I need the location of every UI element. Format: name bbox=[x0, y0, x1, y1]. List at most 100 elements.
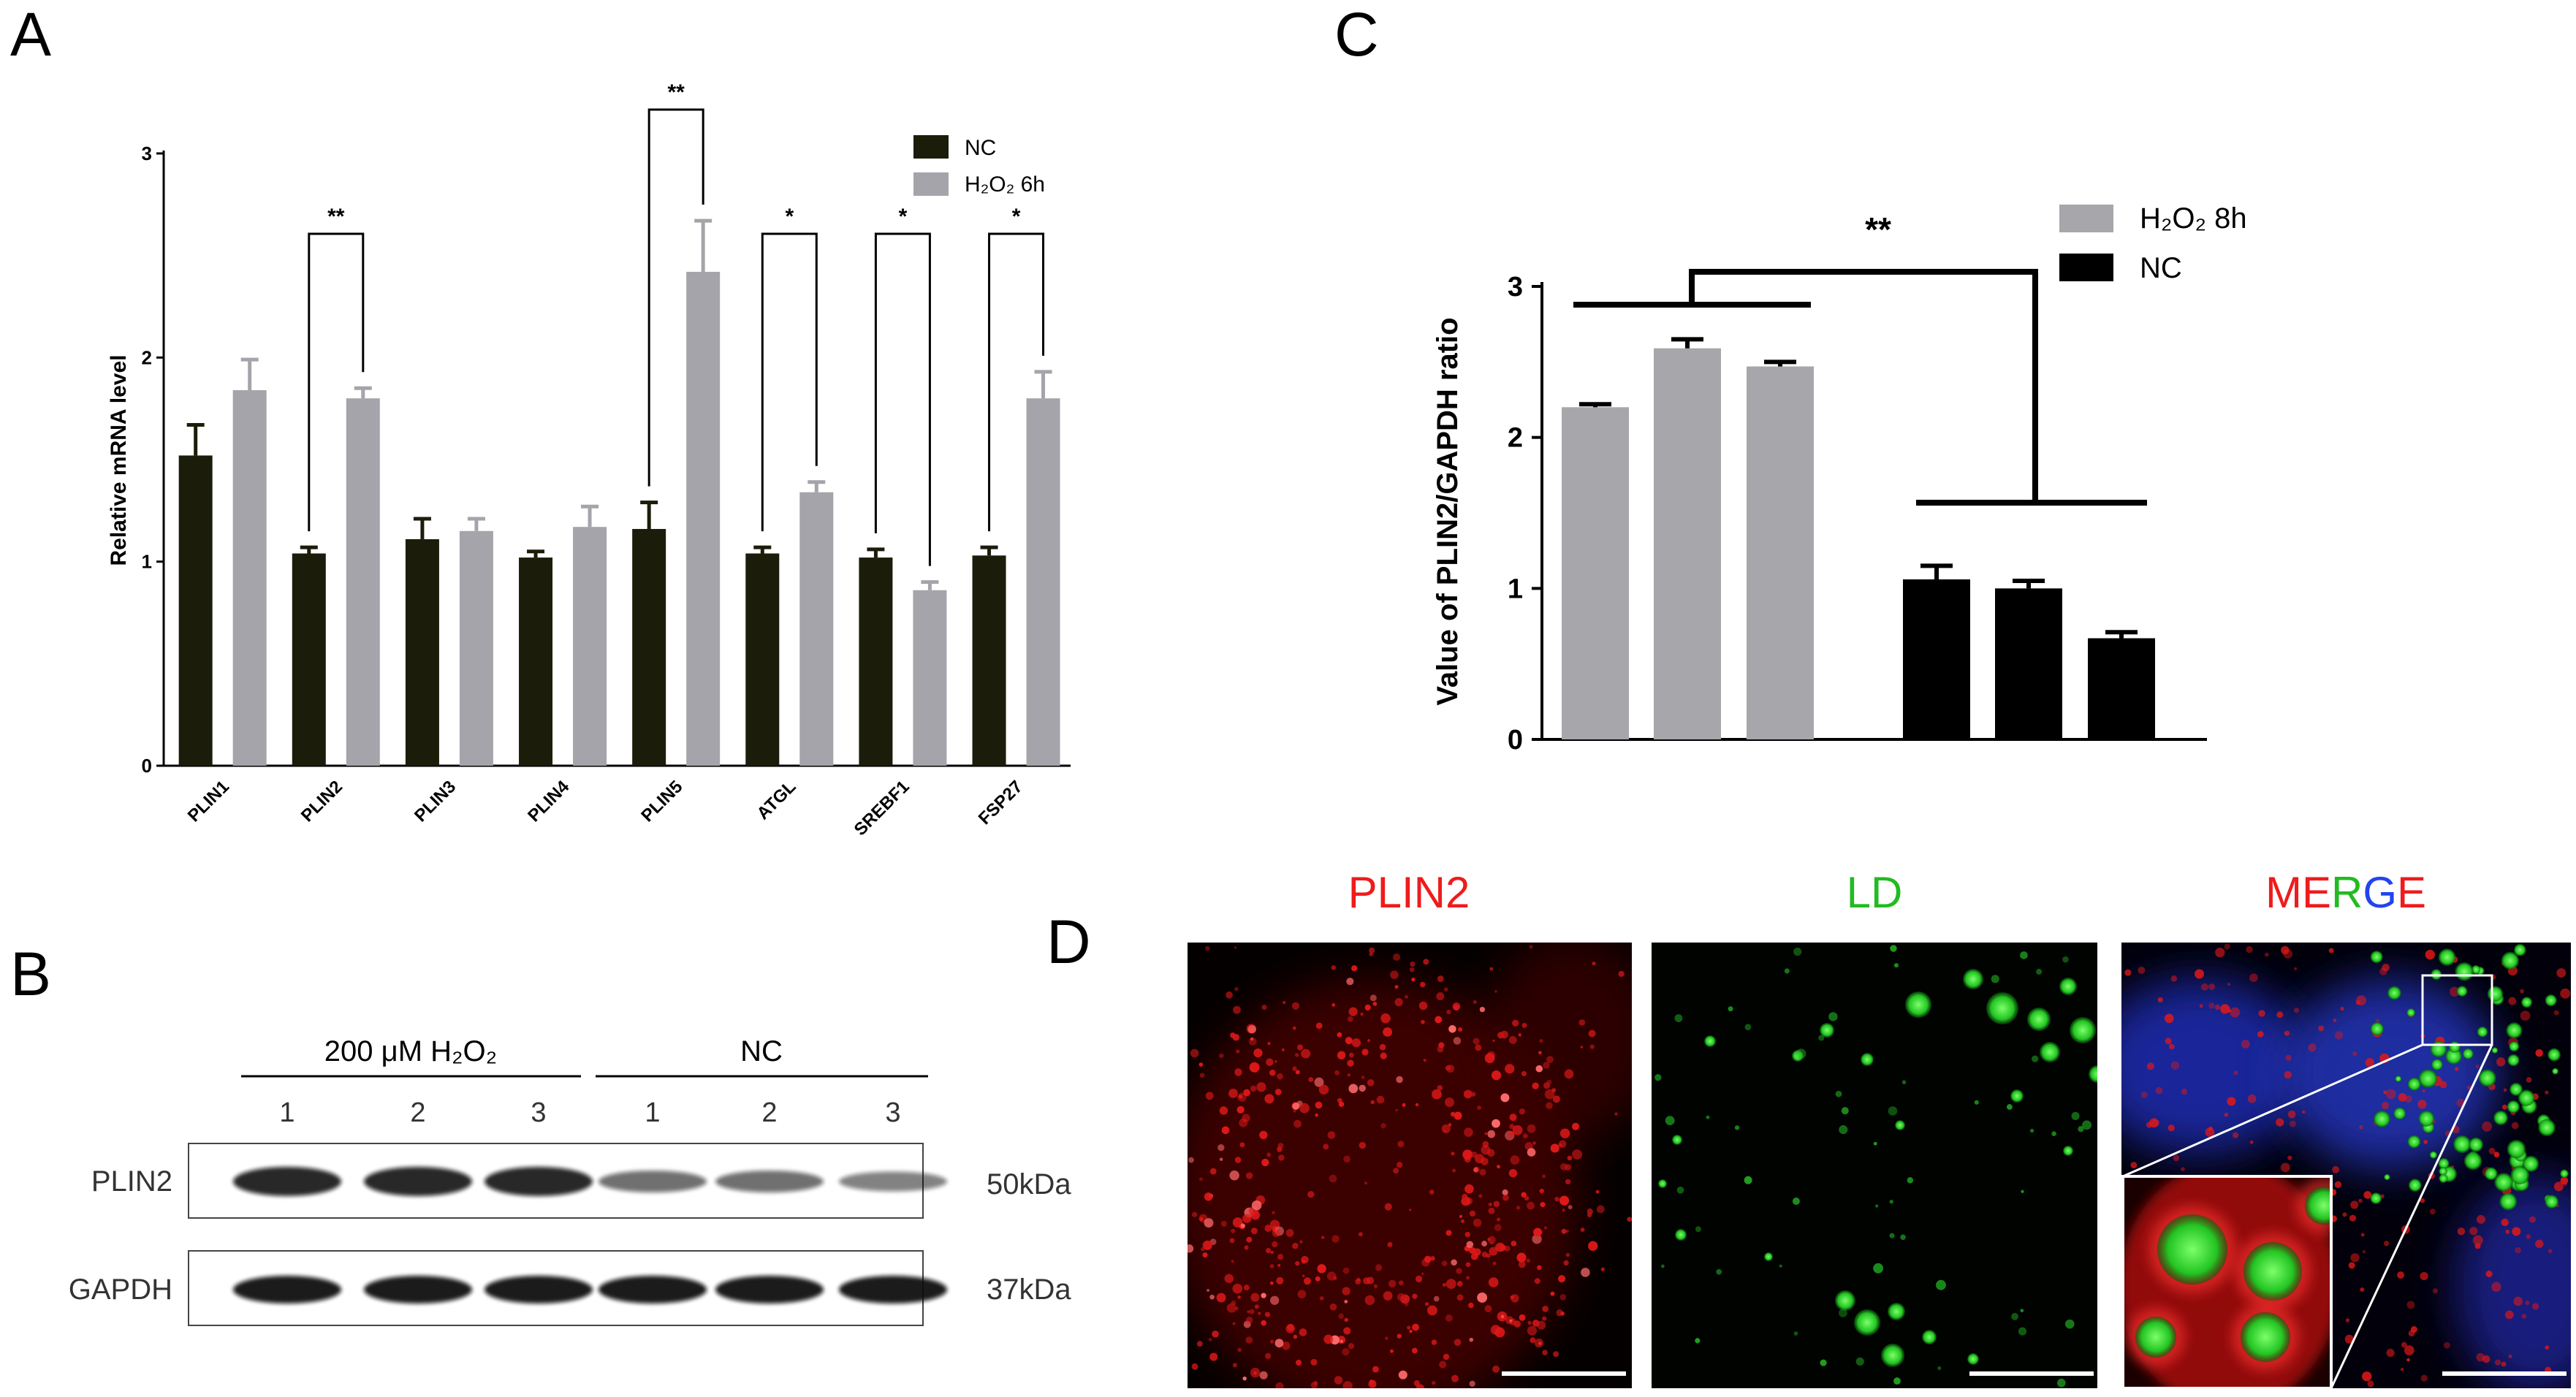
plin2-puncta bbox=[1600, 1267, 1606, 1272]
plin2-puncta bbox=[1356, 1394, 1362, 1397]
plin2-puncta bbox=[1228, 1089, 1238, 1098]
plin2-puncta bbox=[2284, 1070, 2292, 1079]
plin2-puncta bbox=[1369, 994, 1377, 1002]
plin2-puncta bbox=[1397, 1293, 1405, 1301]
bar bbox=[972, 555, 1006, 766]
lipid-droplet bbox=[1796, 1048, 1806, 1059]
plin2-puncta bbox=[2362, 1249, 2366, 1254]
y-tick-label: 1 bbox=[1508, 574, 1523, 604]
lipid-droplet bbox=[2452, 1135, 2471, 1154]
plin2-puncta bbox=[1272, 1229, 1280, 1238]
plin2-puncta bbox=[1202, 1240, 1212, 1250]
plin2-puncta bbox=[1481, 1145, 1491, 1155]
plin2-puncta bbox=[1567, 1155, 1573, 1161]
blot-size-plin2: 50kDa bbox=[987, 1168, 1071, 1200]
lipid-droplet bbox=[1716, 1268, 1722, 1275]
category-label: PLIN5 bbox=[637, 777, 686, 826]
plin2-puncta bbox=[1557, 1275, 1566, 1283]
zoom-line bbox=[2122, 1043, 2423, 1178]
lipid-droplet bbox=[1905, 991, 1931, 1018]
plin2-puncta bbox=[1560, 1162, 1568, 1170]
plin2-puncta bbox=[2420, 1271, 2428, 1281]
plin2-puncta bbox=[2287, 1155, 2292, 1160]
plin2-puncta bbox=[1277, 1263, 1281, 1267]
plin2-puncta bbox=[1264, 1225, 1272, 1233]
plin2-puncta bbox=[1614, 1112, 1618, 1116]
bar bbox=[292, 553, 326, 766]
lipid-droplet bbox=[2020, 951, 2028, 959]
plin2-puncta bbox=[1556, 1309, 1563, 1317]
plin2-puncta bbox=[1424, 1301, 1429, 1306]
plin2-puncta bbox=[1226, 991, 1233, 999]
plin2-puncta bbox=[1443, 987, 1448, 992]
significance-bracket bbox=[988, 232, 1045, 532]
plin2-puncta bbox=[1492, 1039, 1495, 1042]
lipid-droplet bbox=[2521, 997, 2533, 1008]
plin2-puncta bbox=[2457, 1227, 2466, 1236]
plin2-puncta bbox=[1245, 1317, 1253, 1324]
lipid-droplet bbox=[2478, 1069, 2496, 1087]
plin2-puncta bbox=[2556, 968, 2566, 978]
plin2-puncta bbox=[2168, 1043, 2175, 1050]
plin2-puncta bbox=[1410, 961, 1416, 967]
plin2-puncta bbox=[1530, 1337, 1536, 1344]
plin2-puncta bbox=[1395, 1108, 1399, 1112]
lipid-droplet bbox=[1889, 1233, 1895, 1238]
plin2-puncta bbox=[2406, 1358, 2410, 1362]
plin2-puncta bbox=[1334, 1376, 1343, 1385]
plin2-puncta bbox=[1219, 1106, 1228, 1115]
lipid-droplet bbox=[2064, 1319, 2075, 1329]
plin2-puncta bbox=[1202, 1252, 1208, 1258]
plin2-puncta bbox=[1451, 1374, 1459, 1382]
plin2-puncta bbox=[1259, 1371, 1268, 1379]
plin2-puncta bbox=[1310, 1358, 1318, 1366]
plin2-puncta bbox=[2359, 1124, 2363, 1130]
plin2-puncta bbox=[1237, 1347, 1242, 1352]
lipid-droplet bbox=[2407, 1135, 2421, 1149]
plin2-puncta bbox=[1232, 1283, 1243, 1294]
plin2-puncta bbox=[1188, 1244, 1194, 1253]
plin2-puncta bbox=[1231, 1228, 1236, 1233]
lipid-droplet bbox=[2056, 1378, 2066, 1388]
lipid-droplet bbox=[1654, 1074, 1662, 1081]
plin2-puncta bbox=[1424, 1255, 1432, 1263]
plin2-puncta bbox=[1543, 1226, 1547, 1230]
plin2-puncta bbox=[1421, 1019, 1425, 1024]
plin2-puncta bbox=[1491, 1070, 1502, 1081]
plin2-puncta bbox=[1243, 1089, 1250, 1097]
lipid-droplet bbox=[2040, 1042, 2060, 1062]
chart-c: Value of PLIN2/GAPDH ratio 0 1 2 3 ** H₂O₂ … bbox=[1432, 202, 2247, 755]
plin2-puncta bbox=[1315, 1276, 1321, 1282]
plin2-puncta bbox=[1383, 1027, 1393, 1037]
plin2-puncta bbox=[1539, 1188, 1544, 1194]
plin2-puncta bbox=[1521, 1022, 1527, 1028]
plin2-puncta bbox=[1355, 1278, 1361, 1285]
plin2-puncta bbox=[1293, 1109, 1296, 1113]
plin2-puncta bbox=[1589, 1044, 1595, 1049]
plin2-puncta bbox=[2246, 945, 2253, 953]
lipid-droplet bbox=[1784, 968, 1790, 974]
plin2-puncta bbox=[1565, 1252, 1570, 1257]
lipid-droplet bbox=[2370, 951, 2383, 964]
plin2-puncta bbox=[1565, 1179, 1571, 1185]
plin2-puncta bbox=[1423, 959, 1429, 965]
plin2-puncta bbox=[1489, 967, 1494, 971]
plin2-puncta bbox=[2173, 1154, 2180, 1162]
plin2-puncta bbox=[2508, 1354, 2512, 1358]
plin2-puncta bbox=[1204, 1218, 1214, 1228]
plin2-puncta bbox=[1464, 1184, 1474, 1194]
lipid-droplet bbox=[1820, 1023, 1834, 1038]
plin2-puncta bbox=[1338, 1313, 1344, 1320]
lipid-droplet bbox=[2499, 1192, 2518, 1211]
plin2-puncta bbox=[1456, 1294, 1464, 1301]
plin2-puncta bbox=[2214, 1005, 2221, 1010]
plin2-puncta bbox=[1323, 1334, 1334, 1344]
plin2-puncta bbox=[2276, 1118, 2284, 1127]
plin2-puncta bbox=[2494, 1359, 2501, 1366]
plin2-puncta bbox=[2308, 1043, 2317, 1052]
plin2-puncta bbox=[1546, 1056, 1554, 1063]
lipid-droplet bbox=[2545, 1195, 2559, 1209]
lane-number: 2 bbox=[410, 1097, 425, 1128]
plin2-puncta bbox=[1349, 1052, 1354, 1058]
plin2-puncta bbox=[1441, 1260, 1448, 1267]
